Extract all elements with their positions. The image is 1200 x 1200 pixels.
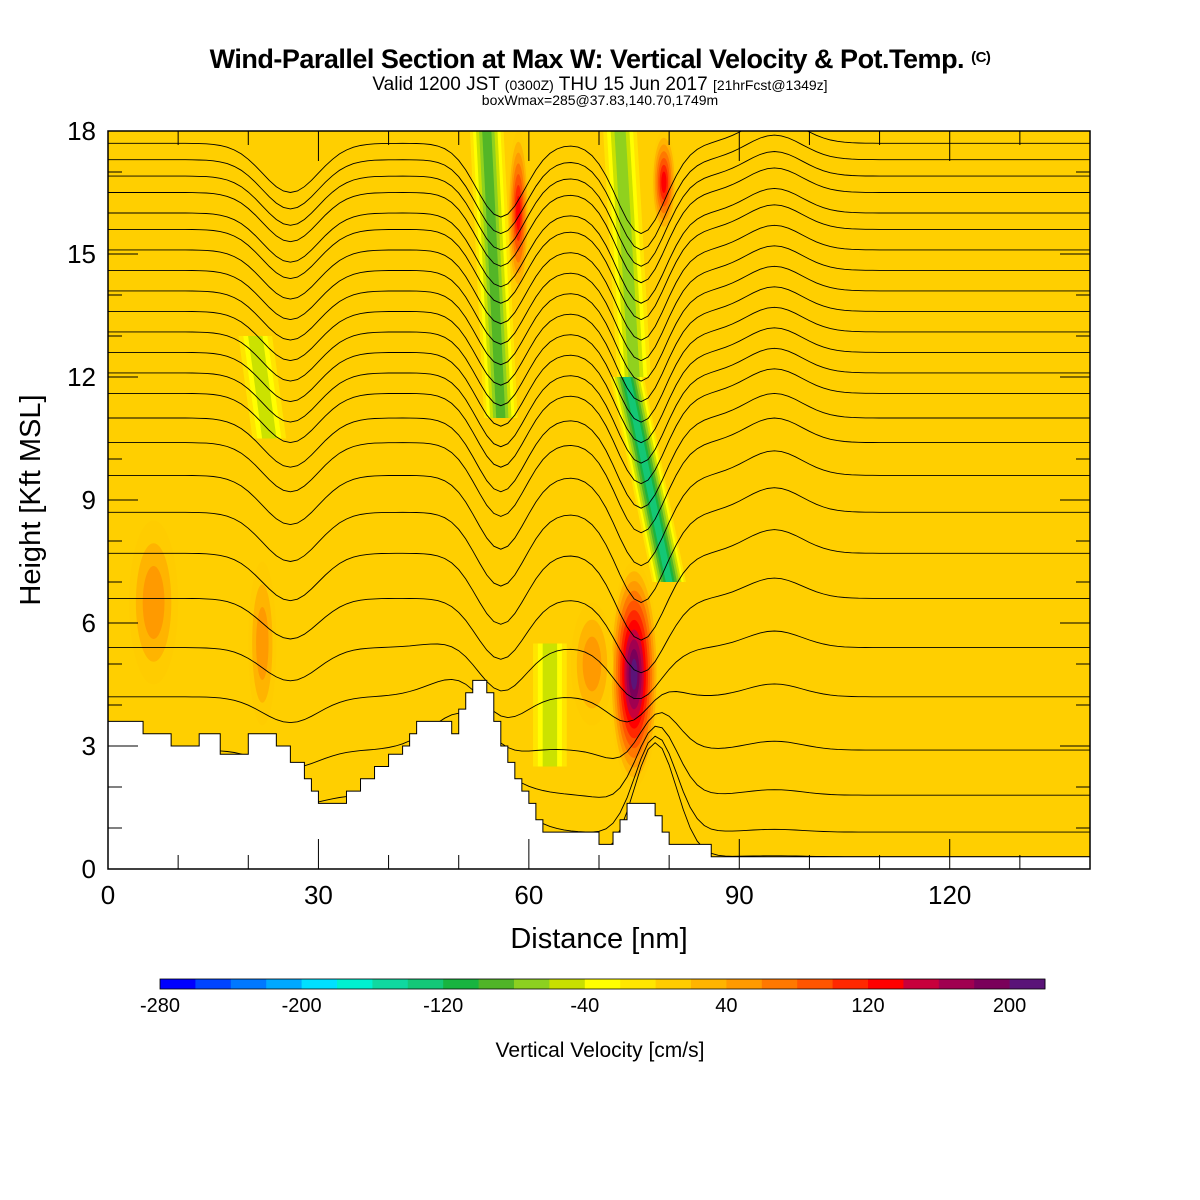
- chart-title-text: Wind-Parallel Section at Max W: Vertical…: [209, 44, 965, 74]
- colorbar-swatch-4: [301, 979, 338, 989]
- colorbar-label-2: -120: [423, 995, 463, 1017]
- colorbar-swatch-11: [549, 979, 586, 989]
- colorbar-frame: [159, 978, 1046, 990]
- colorbar-swatch-0: [160, 979, 196, 989]
- colorbar-label-1: -200: [282, 995, 322, 1017]
- colorbar-swatch-10: [514, 979, 550, 989]
- theta-contour-15: [108, 306, 1090, 423]
- updraft-core-3-level-60: [142, 566, 165, 639]
- colorbar-label-5: 120: [851, 995, 884, 1017]
- theta-contour-12: [108, 368, 1090, 485]
- theta-contour-14: [108, 327, 1090, 444]
- chart-subtitle: Valid 1200 JST (0300Z) THU 15 Jun 2017 […: [0, 74, 1200, 96]
- downdraft-band-0-level--100: [482, 131, 506, 418]
- x-tick-label-2: 60: [514, 880, 543, 910]
- colorbar-swatch-6: [372, 979, 409, 989]
- x-axis-label: Distance [nm]: [510, 923, 687, 955]
- updraft-core-1-level-140: [516, 195, 521, 231]
- theta-contour-10: [108, 417, 1090, 534]
- x-tick-label-1: 30: [304, 880, 333, 910]
- theta-contour-25: [108, 131, 1090, 235]
- theta-contour-11: [108, 392, 1090, 509]
- y-tick-labels: 0 3 6 9 12 15 18: [67, 116, 96, 884]
- colorbar-swatch-14: [655, 979, 692, 989]
- valid-utc: (0300Z): [504, 77, 554, 93]
- terrain-mask: [107, 679, 1091, 870]
- y-tick-label-1: 3: [82, 731, 96, 761]
- theta-contour-19: [108, 224, 1090, 341]
- theta-contour-22: [108, 167, 1090, 284]
- theta-contour-21: [108, 187, 1090, 304]
- updraft-core-0-level-220: [630, 658, 638, 690]
- colorbar-swatch-16: [726, 979, 763, 989]
- colorbar-swatch-13: [620, 979, 657, 989]
- axis-ticks: [107, 130, 1091, 870]
- theta-contour-17: [108, 265, 1090, 382]
- downdraft-band-3-level--60: [542, 643, 558, 767]
- colorbar-swatch-1: [195, 979, 232, 989]
- colorbar-swatch-8: [443, 979, 480, 989]
- copyright-mark: (C): [971, 49, 991, 66]
- theta-contour-23: [108, 151, 1090, 267]
- colorbar-title: Vertical Velocity [cm/s]: [496, 1039, 705, 1062]
- colorbar-swatch-12: [584, 979, 621, 989]
- y-tick-label-2: 6: [82, 608, 96, 638]
- colorbar-swatch-21: [903, 979, 940, 989]
- colorbar-swatch-2: [230, 979, 267, 989]
- x-tick-label-4: 120: [928, 880, 971, 910]
- theta-contour-18: [108, 245, 1090, 362]
- x-tick-label-0: 0: [101, 880, 115, 910]
- theta-contour-24: [108, 134, 1090, 251]
- colorbar-swatch-5: [337, 979, 373, 989]
- colorbar-swatch-24: [1009, 979, 1046, 989]
- colorbar-swatch-15: [691, 979, 727, 989]
- updraft-core-2-level-140: [661, 171, 667, 194]
- valid-time: Valid 1200 JST: [372, 74, 500, 95]
- colorbar-swatch-20: [868, 979, 904, 989]
- colorbar-label-3: -40: [570, 995, 599, 1017]
- valid-date: THU 15 Jun 2017: [558, 74, 708, 95]
- theta-contour-13: [108, 347, 1090, 464]
- theta-contour-4: [108, 678, 1090, 724]
- forecast-info: [21hrFcst@1349z]: [712, 77, 828, 93]
- colorbar-swatch-17: [761, 979, 798, 989]
- x-tick-label-3: 90: [725, 880, 754, 910]
- theta-contour-16: [108, 286, 1090, 403]
- colorbar-swatch-9: [478, 979, 515, 989]
- colorbar: -280 -200 -120 -40 40 120 200: [140, 978, 1046, 1017]
- theta-contour-7: [108, 529, 1090, 641]
- colorbar-label-0: -280: [140, 995, 180, 1017]
- y-tick-label-5: 15: [67, 239, 96, 269]
- x-tick-labels: 0 30 60 90 120: [101, 880, 972, 910]
- theta-contour-20: [108, 204, 1090, 321]
- colorbar-swatch-3: [266, 979, 303, 989]
- colorbar-label-6: 200: [993, 995, 1026, 1017]
- colorbar-label-4: 40: [715, 995, 737, 1017]
- colorbar-swatch-22: [938, 979, 975, 989]
- y-axis-label: Height [Kft MSL]: [15, 394, 47, 605]
- chart-title: Wind-Parallel Section at Max W: Vertical…: [0, 44, 1200, 75]
- y-tick-label-6: 18: [67, 116, 96, 146]
- theta-contour-9: [108, 450, 1090, 567]
- theta-contour-8: [108, 487, 1090, 604]
- updraft-core-5-level-60: [582, 636, 602, 692]
- theta-contours: [108, 131, 1090, 859]
- y-tick-label-4: 12: [67, 362, 96, 392]
- colorbar-swatch-18: [797, 979, 834, 989]
- theta-contour-5: [108, 630, 1090, 700]
- theta-contour-6: [108, 577, 1090, 674]
- y-tick-label-3: 9: [82, 485, 96, 515]
- colorbar-swatch-23: [974, 979, 1011, 989]
- downdraft-band-4-level--60: [248, 336, 277, 439]
- box-info: boxWmax=285@37.83,140.70,1749m: [481, 92, 719, 108]
- updraft-core-4-level-60: [256, 607, 269, 680]
- colorbar-swatch-7: [407, 979, 444, 989]
- colorbar-swatch-19: [832, 979, 869, 989]
- y-tick-label-0: 0: [82, 854, 96, 884]
